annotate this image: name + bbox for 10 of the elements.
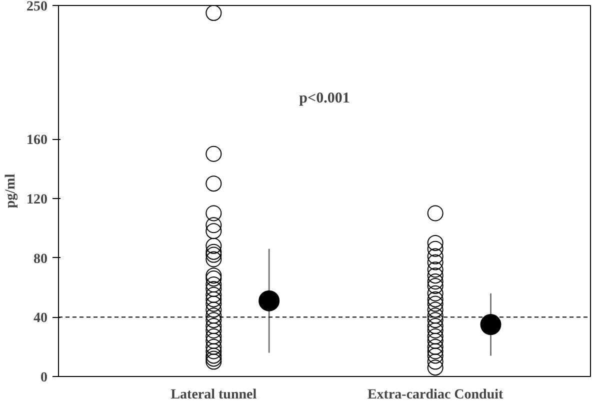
y-tick-label: 250 [26,0,48,14]
y-axis-title: pg/ml [4,174,18,208]
y-tick-label: 80 [34,252,48,267]
y-tick-label: 160 [26,133,48,148]
x-tick-label: Extra-cardiac Conduit [367,388,504,402]
y-tick-label: 120 [26,192,48,208]
annotation: p<0.001 [299,90,350,106]
y-tick-label: 0 [40,370,48,386]
y-tick-label: 40 [34,311,48,326]
x-tick-label: Lateral tunnel [170,388,257,402]
